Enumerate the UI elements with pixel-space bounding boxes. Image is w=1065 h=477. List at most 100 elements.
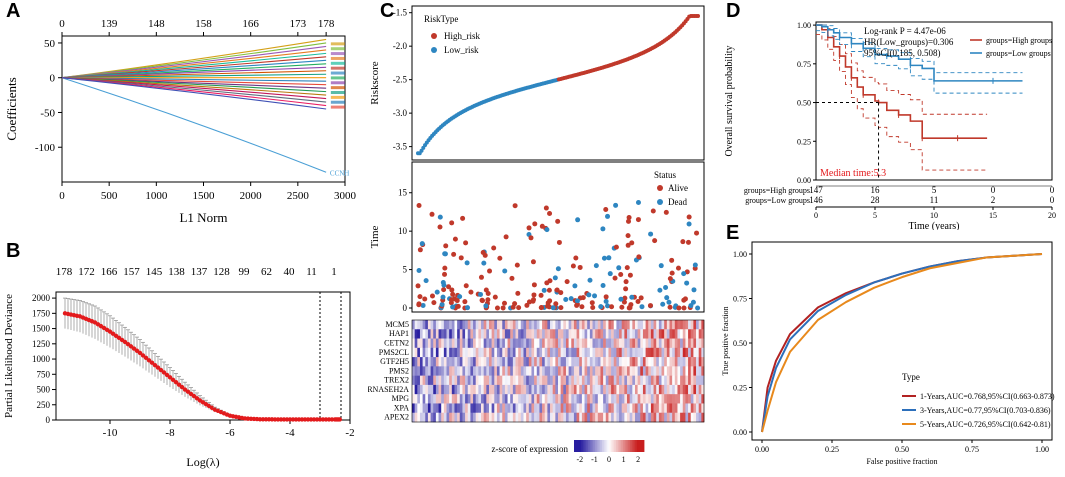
heatmap-cell (571, 338, 575, 349)
heatmap-cell (600, 338, 604, 349)
heatmap-cell (584, 357, 588, 367)
heatmap-cell (412, 403, 415, 414)
heatmap-cell (664, 329, 668, 339)
x-tick-label: 3000 (334, 190, 357, 202)
heatmap-cell (547, 338, 551, 349)
heatmap-cell (642, 338, 646, 349)
heatmap-cell (481, 375, 484, 386)
time-point (439, 302, 445, 308)
heatmap-cell (534, 357, 538, 367)
time-point (669, 257, 675, 263)
heatmap-cell (457, 357, 461, 367)
heatmap-cell (682, 366, 686, 376)
heatmap-cell (499, 403, 503, 414)
heatmap-cell (441, 347, 445, 358)
gene-label: MPG (392, 394, 410, 403)
heatmap-cell (563, 384, 567, 395)
risk-plot: -1.5-2.0-2.5-3.0-3.5RiskscoreRiskTypeHig… (367, 5, 705, 464)
heatmap-cell (672, 366, 676, 376)
heatmap-cell (568, 320, 572, 330)
panel-e-label: E (726, 222, 740, 244)
heatmap-cell (696, 329, 699, 339)
heatmap-cell (656, 347, 660, 358)
heatmap-cell (433, 366, 437, 376)
heatmap-cell (589, 394, 593, 404)
heatmap-cell (619, 394, 623, 404)
heatmap-cell (502, 403, 506, 414)
heatmap-cell (555, 320, 559, 330)
heatmap-cell (627, 375, 630, 386)
heatmap-cell (523, 412, 527, 423)
heatmap-cell (531, 384, 535, 395)
heatmap-cell (510, 338, 514, 349)
heatmap-cell (568, 347, 572, 358)
colorbar-cell (617, 440, 620, 452)
time-point (575, 217, 581, 223)
heatmap-cell (483, 375, 487, 386)
time-point (416, 267, 422, 273)
heatmap-cell (576, 320, 580, 330)
heatmap-cell (425, 375, 429, 386)
heatmap-cell (510, 384, 514, 395)
time-point (440, 294, 446, 300)
heatmap-cell (666, 403, 670, 414)
heatmap-cell (589, 375, 593, 386)
heatmap-cell (449, 329, 453, 339)
heatmap-cell (544, 338, 548, 349)
heatmap-cell (512, 384, 516, 395)
heatmap-cell (690, 357, 694, 367)
heatmap-cell (414, 412, 418, 423)
heatmap-cell (449, 357, 453, 367)
risk-table-row-label: groups=High groups (744, 186, 810, 195)
heatmap-cell (531, 347, 535, 358)
heatmap-cell (579, 320, 583, 330)
heatmap-cell (650, 366, 654, 376)
roc-legend-label: 3-Years,AUC=0.77,95%CI(0.703-0.836) (920, 406, 1051, 415)
heatmap-cell (661, 375, 665, 386)
heatmap-cell (690, 329, 694, 339)
time-point (586, 292, 592, 298)
heatmap-cell (547, 357, 551, 367)
heatmap-cell (488, 347, 492, 358)
heatmap-cell (502, 329, 506, 339)
heatmap-cell (481, 394, 484, 404)
heatmap-cell (619, 329, 623, 339)
heatmap-cell (499, 412, 503, 423)
heatmap-cell (552, 347, 556, 358)
heatmap-cell (621, 366, 625, 376)
heatmap-cell (558, 338, 561, 349)
heatmap-cell (637, 357, 641, 367)
heatmap-cell (539, 384, 543, 395)
time-point (451, 251, 457, 257)
x-tick-label: -2 (345, 427, 354, 439)
heatmap-cell (656, 384, 660, 395)
heatmap-cell (435, 347, 439, 358)
heatmap-cell (470, 403, 474, 414)
heatmap-cell (640, 320, 644, 330)
heatmap-cell (669, 394, 673, 404)
heatmap-cell (552, 384, 556, 395)
time-point (515, 290, 521, 296)
time-point (497, 255, 503, 261)
heatmap-cell (465, 403, 469, 414)
heatmap-cell (613, 357, 617, 367)
heatmap-cell (634, 320, 638, 330)
heatmap-cell (653, 338, 657, 349)
heatmap-cell (443, 347, 447, 358)
heatmap-cell (499, 394, 503, 404)
colorbar-tick-label: 0 (607, 455, 611, 464)
heatmap-cell (552, 394, 556, 404)
heatmap-cell (595, 366, 599, 376)
heatmap-cell (550, 394, 553, 404)
heatmap-cell (576, 329, 580, 339)
heatmap-cell (696, 394, 699, 404)
heatmap-cell (597, 412, 601, 423)
riskscore-axis-title: Riskscore (369, 61, 381, 105)
time-point (603, 294, 609, 300)
heatmap-cell (637, 403, 641, 414)
heatmap-cell (666, 320, 670, 330)
heatmap-cell (648, 347, 652, 358)
heatmap-cell (488, 329, 492, 339)
colorbar-cell (612, 440, 615, 452)
heatmap-cell (634, 357, 638, 367)
